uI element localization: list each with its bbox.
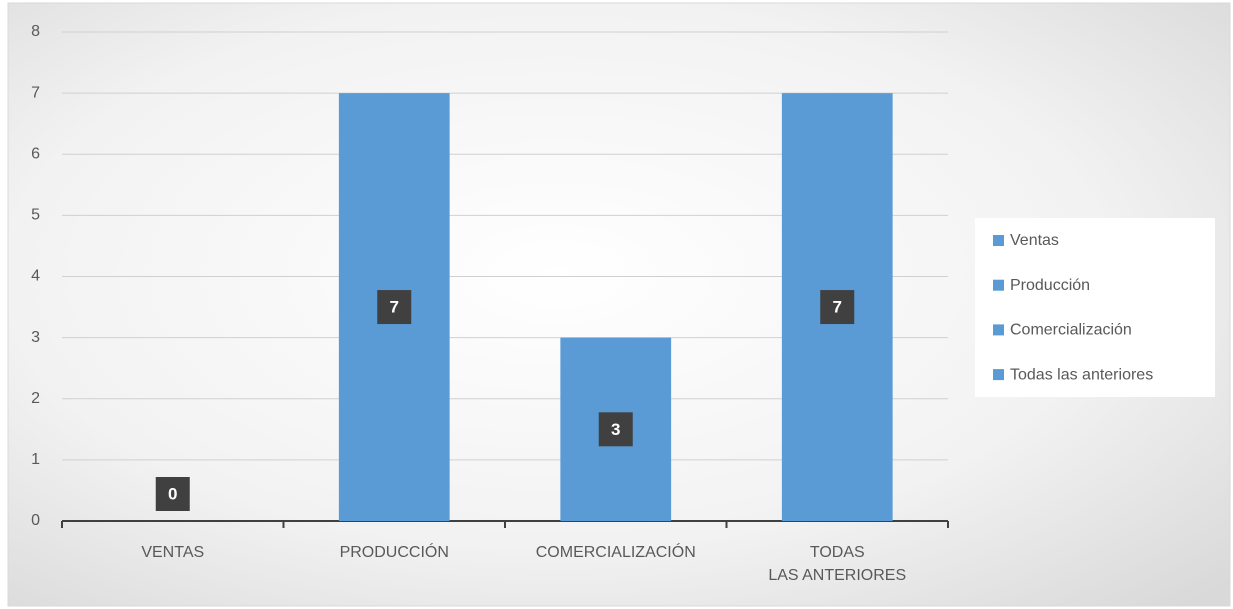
legend-swatch [993, 235, 1004, 246]
data-label: 7 [390, 298, 399, 317]
legend-swatch [993, 369, 1004, 381]
y-tick-label: 0 [31, 512, 40, 529]
data-label: 3 [611, 420, 620, 439]
x-tick-label: VENTAS [141, 544, 204, 561]
data-label-box [377, 290, 412, 325]
legend-label: Comercialización [1010, 322, 1132, 339]
y-tick-label: 1 [31, 451, 40, 468]
data-label: 7 [833, 298, 842, 317]
legend-box [975, 218, 1215, 397]
data-label-box [598, 412, 633, 447]
y-tick-label: 4 [31, 268, 40, 285]
legend-label: Producción [1010, 277, 1090, 294]
y-tick-label: 5 [31, 207, 40, 224]
data-label: 0 [168, 484, 177, 503]
y-tick-label: 3 [31, 329, 40, 346]
legend-label: Todas las anteriores [1010, 366, 1153, 383]
legend-swatch [993, 324, 1004, 336]
x-tick-label: PRODUCCIÓN [340, 542, 449, 561]
legend-swatch [993, 279, 1004, 291]
x-tick-label: TODAS LAS ANTERIORES [768, 544, 906, 584]
legend-label: Ventas [1010, 232, 1059, 249]
y-tick-label: 8 [31, 23, 40, 40]
data-label-box [820, 290, 855, 325]
y-tick-label: 7 [31, 84, 40, 101]
y-tick-label: 2 [31, 390, 40, 407]
data-label-box [155, 477, 190, 511]
x-tick-label: COMERCIALIZACIÓN [536, 542, 696, 561]
y-tick-label: 6 [31, 145, 40, 162]
